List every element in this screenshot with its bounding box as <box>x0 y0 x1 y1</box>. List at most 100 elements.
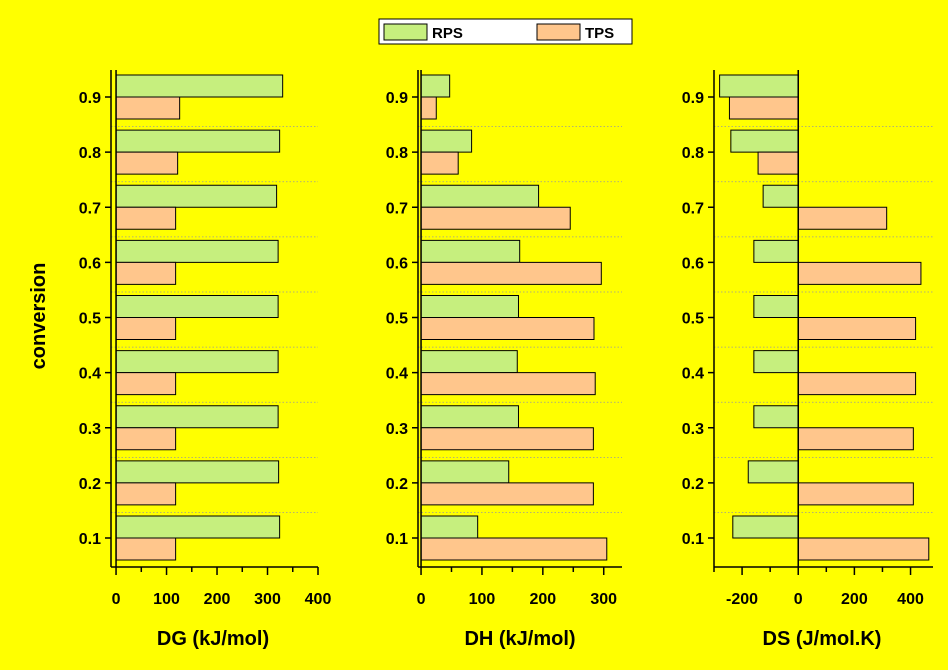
y-tick-label: 0.6 <box>79 255 101 272</box>
y-tick-label: 0.7 <box>682 200 704 217</box>
y-tick-label: 0.1 <box>682 531 704 548</box>
y-tick-label: 0.1 <box>386 531 408 548</box>
bar-tps-0.4 <box>115 372 177 396</box>
bar-tps-0.6 <box>797 261 922 285</box>
y-tick-label: 0.3 <box>386 421 408 438</box>
y-tick-label: 0.7 <box>386 200 408 217</box>
x-tick-label: 200 <box>204 591 231 608</box>
y-tick-label: 0.5 <box>682 311 704 328</box>
y-tick-label: 0.4 <box>79 366 101 383</box>
x-tick-label: -200 <box>726 591 758 608</box>
y-tick-label: 0.8 <box>682 145 704 162</box>
y-axis-title: conversion <box>28 263 50 370</box>
x-axis-title: DG (kJ/mol) <box>157 628 269 650</box>
bar-rps-0.7 <box>115 184 278 208</box>
legend-label-rps: RPS <box>432 25 463 42</box>
y-tick-label: 0.9 <box>386 90 408 107</box>
y-tick-label: 0.2 <box>386 476 408 493</box>
bar-rps-0.8 <box>420 129 473 153</box>
y-tick-label: 0.8 <box>79 145 101 162</box>
bar-tps-0.4 <box>420 372 596 396</box>
bar-rps-0.9 <box>420 74 451 98</box>
y-tick-label: 0.8 <box>386 145 408 162</box>
bar-rps-0.6 <box>115 239 279 263</box>
x-tick-label: 300 <box>254 591 281 608</box>
bar-tps-0.2 <box>797 482 914 506</box>
panel-3: 0.1 0.2 0.3 0.4 0.5 0.6 0.7 0.8 0.9 -200 0 200 400 DS… <box>682 70 933 650</box>
bar-tps-0.1 <box>797 537 930 561</box>
y-tick-label: 0.6 <box>682 255 704 272</box>
bar-rps-0.1 <box>115 515 281 539</box>
x-tick-label: 100 <box>469 591 496 608</box>
bar-rps-0.9 <box>115 74 284 98</box>
bar-tps-0.5 <box>420 317 595 340</box>
x-tick-label: 0 <box>112 591 121 608</box>
bar-tps-0.5 <box>797 317 917 340</box>
bar-rps-0.1 <box>732 515 799 539</box>
bar-rps-0.6 <box>753 239 799 263</box>
y-tick-label: 0.1 <box>79 531 101 548</box>
bar-tps-0.8 <box>757 151 799 175</box>
y-tick-label: 0.5 <box>386 311 408 328</box>
legend-swatch-rps <box>383 23 428 41</box>
bar-tps-0.2 <box>420 482 594 506</box>
bar-rps-0.9 <box>719 74 799 98</box>
bar-rps-0.3 <box>420 405 519 429</box>
x-tick-label: 0 <box>794 591 803 608</box>
y-tick-label: 0.7 <box>79 200 101 217</box>
bar-tps-0.2 <box>115 482 177 506</box>
x-tick-label: 200 <box>841 591 868 608</box>
y-tick-label: 0.9 <box>682 90 704 107</box>
y-tick-label: 0.9 <box>79 90 101 107</box>
bar-rps-0.4 <box>753 350 799 374</box>
legend-label-tps: TPS <box>585 25 614 42</box>
x-tick-label: 400 <box>305 591 332 608</box>
bar-rps-0.5 <box>420 295 519 318</box>
bar-rps-0.8 <box>115 129 281 153</box>
bar-rps-0.1 <box>420 515 479 539</box>
bar-rps-0.2 <box>420 460 510 484</box>
bar-rps-0.3 <box>753 405 799 429</box>
bar-rps-0.5 <box>115 295 279 318</box>
bar-rps-0.4 <box>420 350 518 374</box>
bar-rps-0.4 <box>115 350 279 374</box>
bar-rps-0.2 <box>747 460 799 484</box>
legend: RPS TPS <box>378 18 633 45</box>
bar-rps-0.8 <box>730 129 799 153</box>
y-tick-label: 0.4 <box>386 366 408 383</box>
x-axis-title: DH (kJ/mol) <box>464 628 575 650</box>
bar-tps-0.3 <box>797 427 914 451</box>
bar-rps-0.7 <box>420 184 540 208</box>
x-axis-title: DS (J/mol.K) <box>763 628 882 650</box>
bar-tps-0.3 <box>420 427 594 451</box>
bar-tps-0.8 <box>420 151 459 175</box>
bar-tps-0.7 <box>115 206 177 230</box>
y-tick-label: 0.2 <box>682 476 704 493</box>
y-tick-label: 0.3 <box>79 421 101 438</box>
bar-rps-0.2 <box>115 460 280 484</box>
x-tick-label: 200 <box>529 591 556 608</box>
x-tick-label: 0 <box>417 591 426 608</box>
bar-rps-0.3 <box>115 405 279 429</box>
panel-1: 0.1 0.2 0.3 0.4 0.5 0.6 0.7 0.8 0.9 0 100 200 300 400… <box>28 70 331 650</box>
bar-tps-0.4 <box>797 372 917 396</box>
bar-rps-0.5 <box>753 295 799 318</box>
bar-tps-0.7 <box>420 206 571 230</box>
legend-swatch-tps <box>536 23 581 41</box>
y-tick-label: 0.3 <box>682 421 704 438</box>
bar-tps-0.6 <box>115 261 177 285</box>
bar-tps-0.3 <box>115 427 177 451</box>
y-tick-label: 0.6 <box>386 255 408 272</box>
bar-rps-0.6 <box>420 239 521 263</box>
y-tick-label: 0.5 <box>79 311 101 328</box>
x-tick-label: 300 <box>590 591 617 608</box>
x-tick-label: 400 <box>897 591 924 608</box>
bar-tps-0.1 <box>115 537 177 561</box>
bar-tps-0.9 <box>728 96 799 120</box>
bar-tps-0.9 <box>420 96 437 120</box>
y-tick-label: 0.4 <box>682 366 704 383</box>
y-tick-label: 0.2 <box>79 476 101 493</box>
panel-2: 0.1 0.2 0.3 0.4 0.5 0.6 0.7 0.8 0.9 0 100 200 300 DH … <box>386 70 622 650</box>
bar-tps-0.5 <box>115 317 177 340</box>
